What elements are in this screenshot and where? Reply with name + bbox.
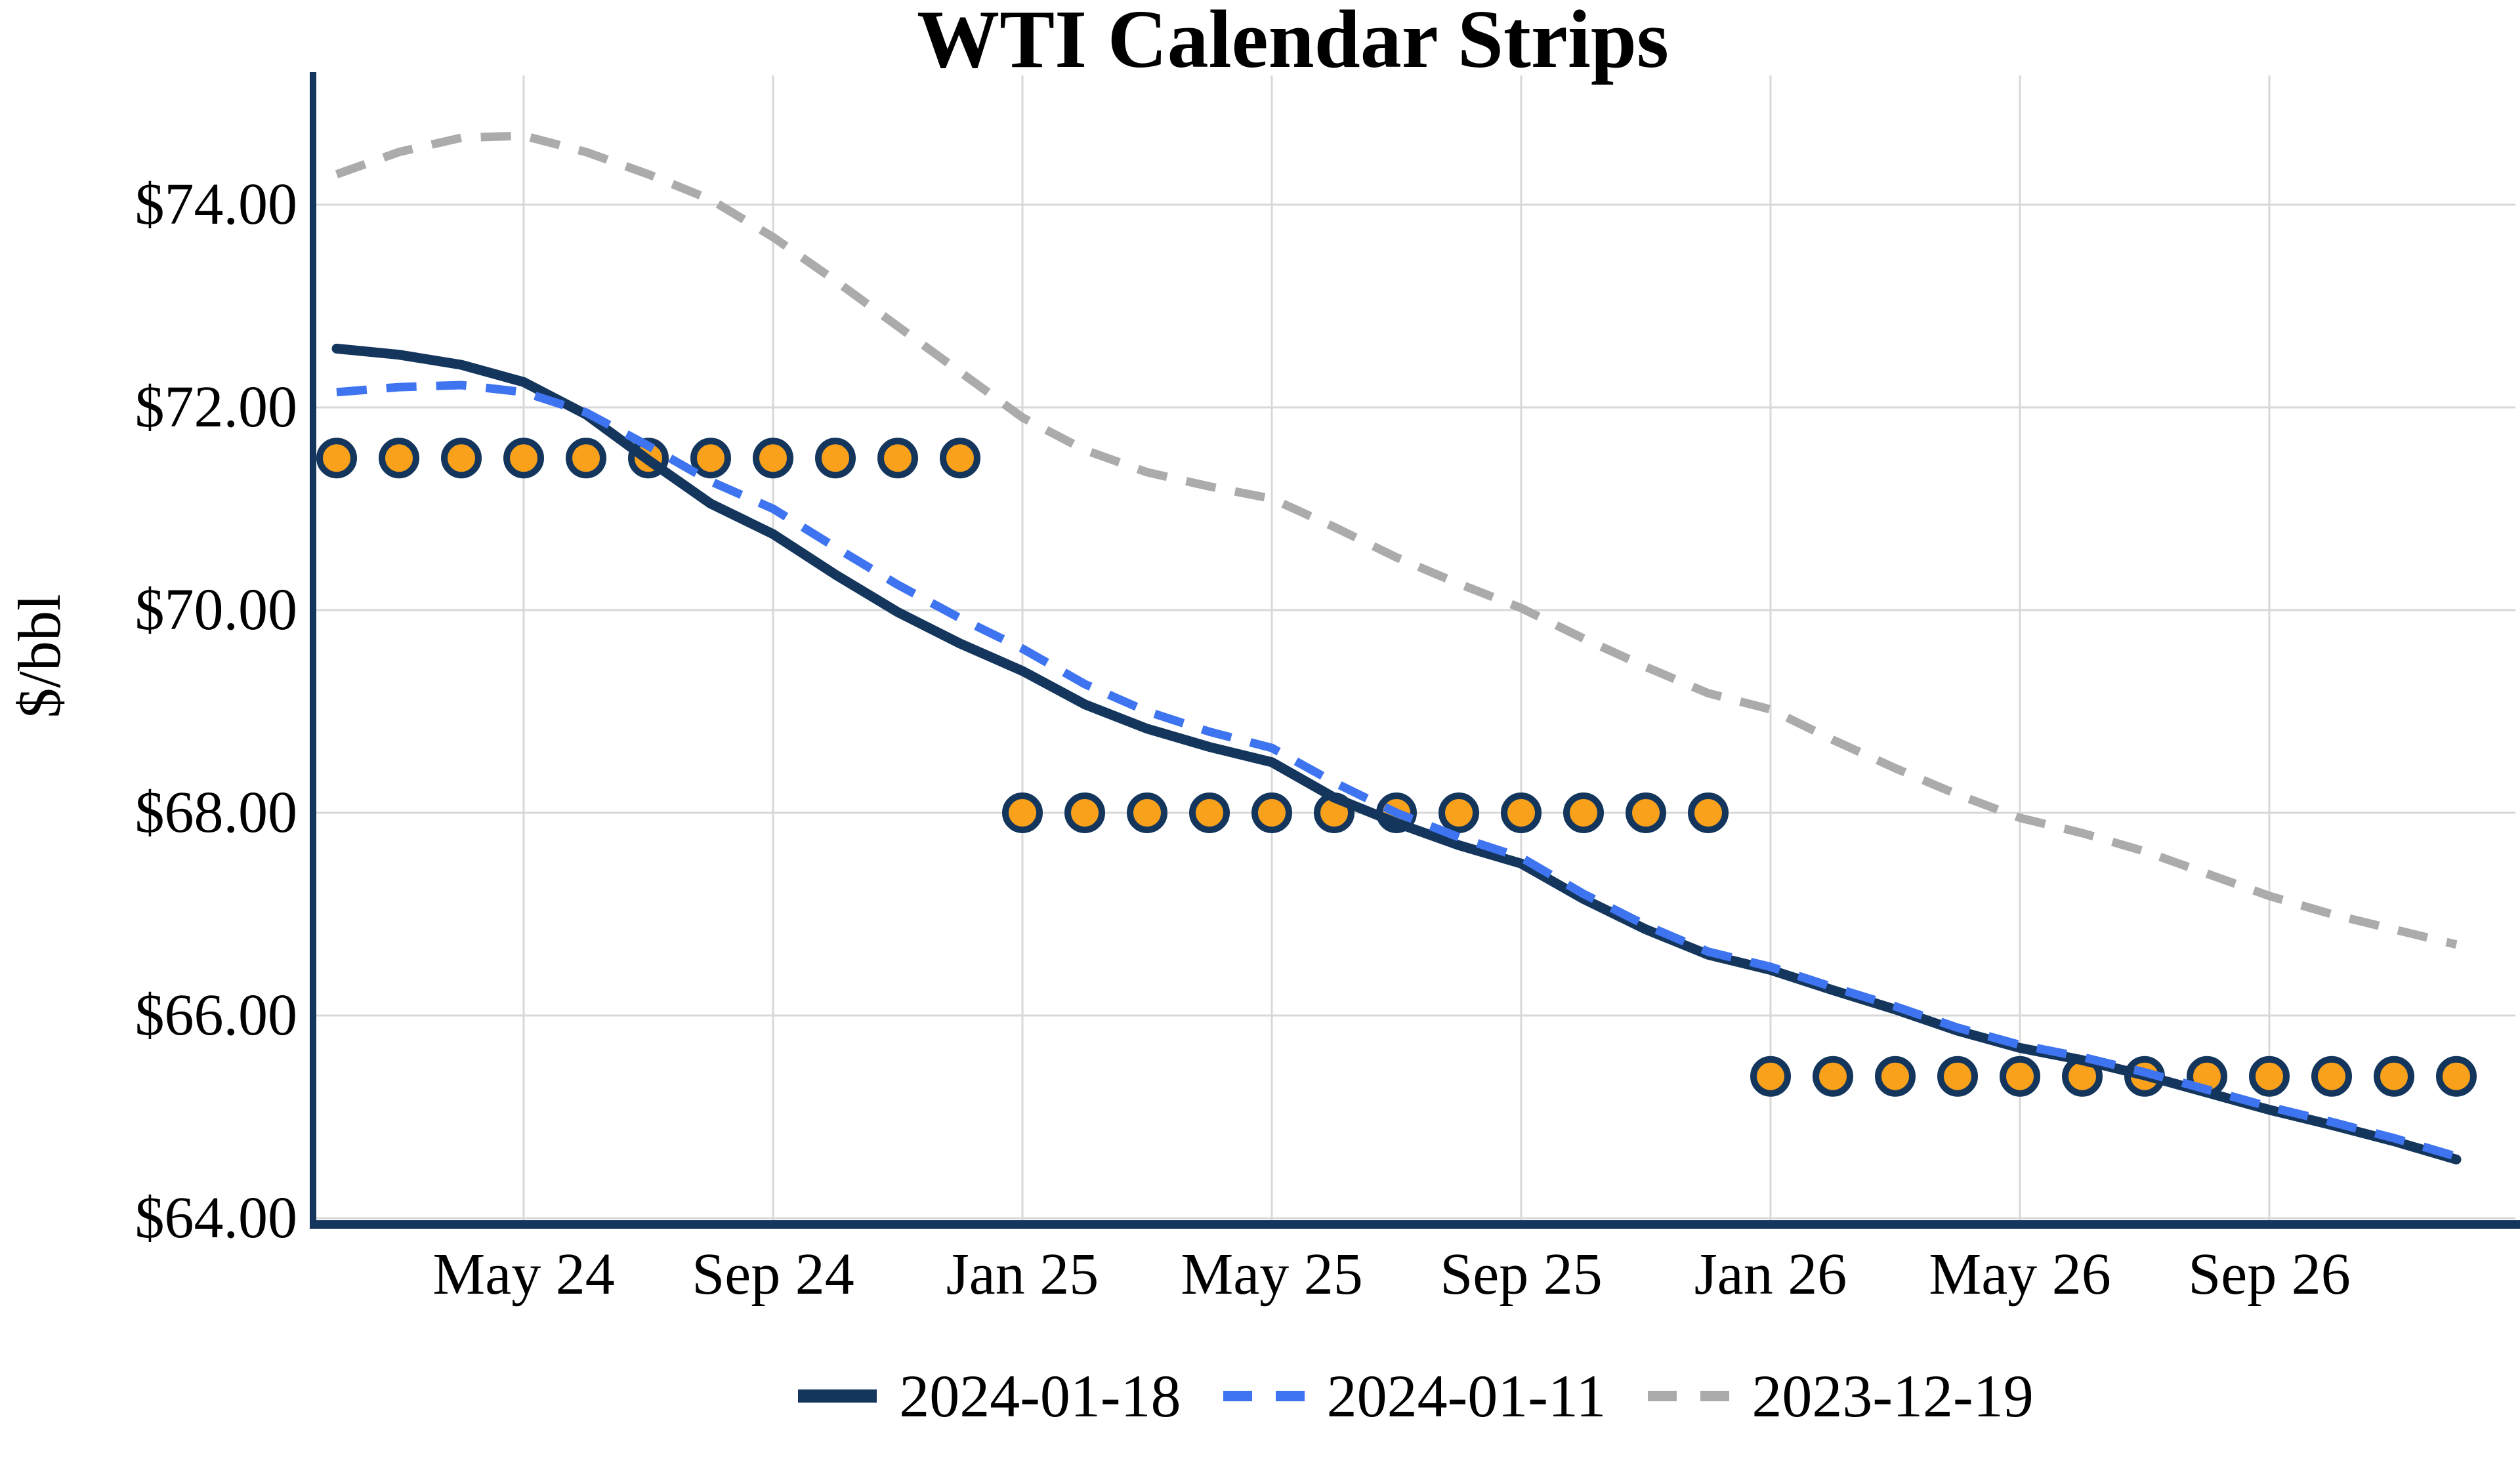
strip-marker-dot xyxy=(1563,792,1604,833)
strip-marker-dot xyxy=(1002,792,1043,833)
x-tick-label: Sep 25 xyxy=(1440,1242,1603,1307)
strip-marker-dot xyxy=(1127,792,1167,833)
legend-item-2024-01-18: 2024-01-18 xyxy=(795,1366,1181,1426)
y-tick-label: $72.00 xyxy=(135,375,298,440)
legend-item-2024-01-11: 2024-01-11 xyxy=(1223,1366,1606,1426)
strip-marker-dot xyxy=(753,438,793,479)
strip-marker-dot xyxy=(1626,792,1666,833)
y-tick-label: $68.00 xyxy=(135,780,298,845)
x-tick-label: Jan 25 xyxy=(946,1242,1099,1307)
strip-marker-dot xyxy=(2436,1056,2477,1097)
x-tick-label: Sep 26 xyxy=(2188,1242,2351,1307)
legend-label: 2023-12-19 xyxy=(1752,1363,2034,1429)
x-axis-spine xyxy=(310,1220,2520,1229)
y-axis-spine xyxy=(310,72,316,1228)
y-axis-title: $/bbl xyxy=(6,594,73,718)
chart-title: WTI Calendar Strips xyxy=(917,0,1669,85)
y-tick-label: $74.00 xyxy=(135,172,298,237)
y-tick-label: $64.00 xyxy=(135,1185,298,1250)
strip-marker-dot xyxy=(1937,1056,1978,1097)
legend-swatch-dashed-blue-line xyxy=(1223,1391,1307,1401)
legend-swatch-dashed-gray-line xyxy=(1648,1391,1732,1401)
strip-marker-dot xyxy=(566,438,606,479)
x-tick-label: May 24 xyxy=(432,1242,615,1307)
legend-item-2023-12-19: 2023-12-19 xyxy=(1648,1363,2034,1429)
legend-label: 2024-01-11 xyxy=(1326,1363,1606,1429)
strip-marker-dot xyxy=(1688,792,1729,833)
strip-marker-dot xyxy=(1189,792,1230,833)
strip-marker-dot xyxy=(1064,792,1105,833)
strip-marker-dot xyxy=(877,438,918,479)
strip-marker-dot xyxy=(1813,1056,1853,1097)
strip-marker-dot xyxy=(441,438,482,479)
strip-marker-dot xyxy=(1750,1056,1791,1097)
strip-marker-dot xyxy=(2000,1056,2040,1097)
strip-marker-dot xyxy=(690,438,731,479)
strip-marker-dot xyxy=(815,438,856,479)
strip-marker-dot xyxy=(379,438,419,479)
strip-marker-dot xyxy=(2374,1056,2414,1097)
y-tick-label: $66.00 xyxy=(135,983,298,1048)
strip-marker-dot xyxy=(1251,792,1292,833)
strip-marker-dot xyxy=(503,438,544,479)
strip-marker-dot xyxy=(1501,792,1542,833)
strip-marker-dot xyxy=(1875,1056,1916,1097)
x-tick-label: Sep 24 xyxy=(692,1242,854,1307)
strip-marker-dot xyxy=(2249,1056,2290,1097)
x-tick-label: May 25 xyxy=(1181,1242,1363,1307)
legend: 2024-01-18 2024-01-11 2023-12-19 xyxy=(314,1350,2515,1442)
strip-marker-dot xyxy=(316,438,357,479)
legend-label: 2024-01-18 xyxy=(899,1363,1181,1429)
strip-marker-dot xyxy=(940,438,980,479)
series-line-2024-01-11 xyxy=(336,380,2458,1161)
y-tick-label: $70.00 xyxy=(135,577,298,642)
series-line-2024-01-18 xyxy=(331,343,2462,1164)
legend-swatch-solid-navy-line xyxy=(798,1389,877,1403)
strip-marker-dot xyxy=(1438,792,1479,833)
x-tick-label: Jan 26 xyxy=(1694,1242,1847,1307)
strip-marker-dot xyxy=(2311,1056,2352,1097)
series-line-2023-12-19 xyxy=(335,131,2458,949)
x-tick-label: May 26 xyxy=(1929,1242,2111,1307)
